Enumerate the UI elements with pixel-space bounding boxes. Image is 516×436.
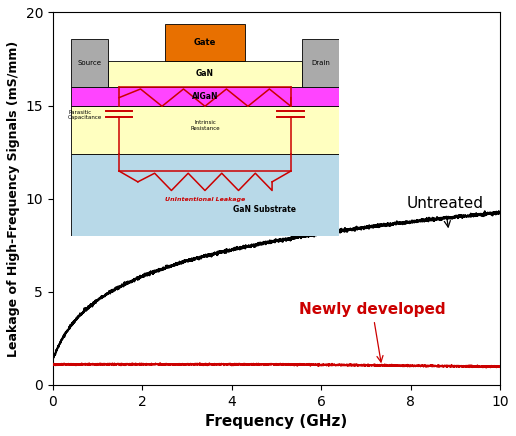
Text: Newly developed: Newly developed <box>299 302 445 362</box>
X-axis label: Frequency (GHz): Frequency (GHz) <box>205 414 348 429</box>
Text: Untreated: Untreated <box>406 196 483 227</box>
Y-axis label: Leakage of High-Frequency Signals (mS/mm): Leakage of High-Frequency Signals (mS/mm… <box>7 41 20 357</box>
